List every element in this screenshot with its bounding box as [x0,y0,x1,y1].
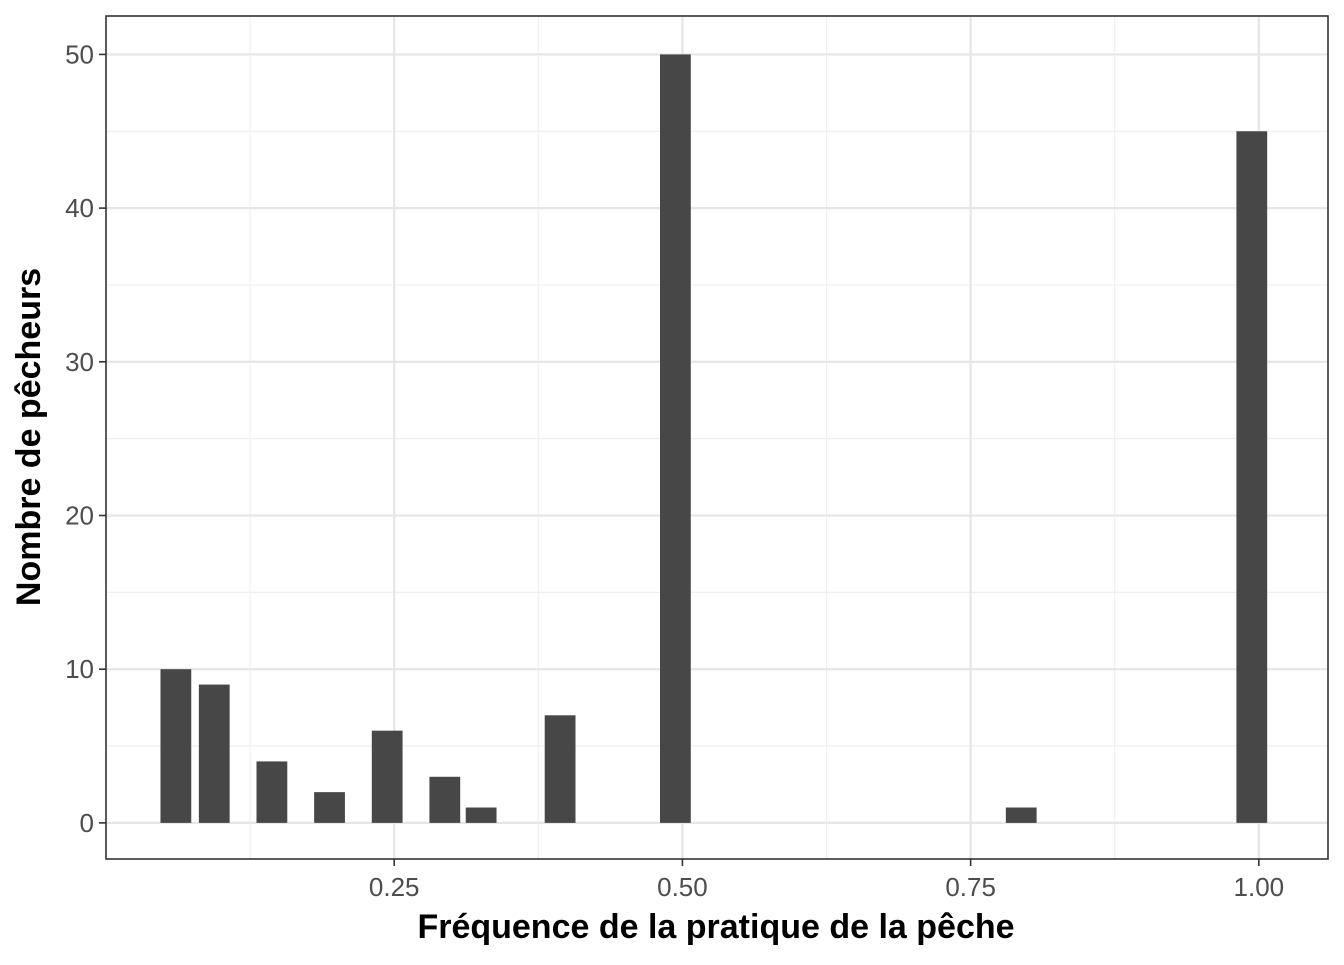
tick-labels-layer: 0.25 0.50 0.75 1.00 0 10 20 30 40 50 [65,39,1284,902]
histogram-bar [659,54,691,823]
histogram-bar [1005,807,1037,823]
histogram-bar [256,761,288,823]
histogram-bar [314,792,345,823]
y-tick-label: 10 [65,654,94,684]
histogram-bar [160,669,192,823]
x-tick-label: 0.50 [657,872,708,902]
histogram-bar [1236,131,1268,823]
bars-layer [160,54,1268,823]
x-axis-title: Fréquence de la pratique de la pêche [417,908,1014,946]
y-axis-title: Nombre de pêcheurs [10,268,48,606]
y-tick-label: 0 [80,808,94,838]
ticks-layer [99,53,1260,866]
histogram-bar [465,807,497,823]
panel-border [105,15,1329,860]
panel-background [106,16,1328,859]
y-tick-label: 50 [65,39,94,69]
y-tick-label: 40 [65,193,94,223]
histogram-bar [371,730,403,823]
x-tick-label: 0.75 [945,872,996,902]
y-tick-label: 20 [65,500,94,530]
y-tick-label: 30 [65,347,94,377]
x-tick-label: 0.25 [369,872,420,902]
grid-layer [106,16,1328,859]
histogram-bar [544,715,576,823]
histogram-bar [198,684,230,823]
x-tick-label: 1.00 [1234,872,1285,902]
histogram-bar [429,776,461,823]
